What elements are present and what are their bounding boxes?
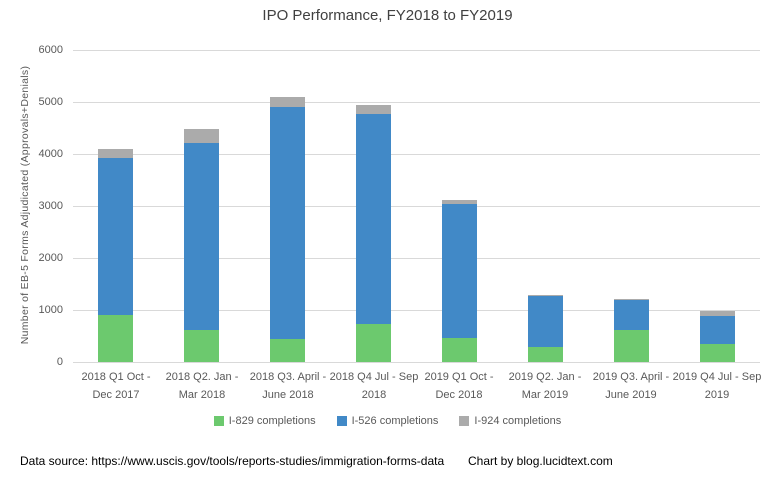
gridline-3000 xyxy=(73,206,760,207)
x-tick-label-line: Mar 2019 xyxy=(521,389,569,401)
data-source-text: Data source: https://www.uscis.gov/tools… xyxy=(20,454,445,468)
x-tick-label-cat3: 2018 Q4 Jul - Sep 2018 xyxy=(316,368,432,404)
bar-segment-I-526-cat0 xyxy=(98,158,133,315)
gridline-2000 xyxy=(73,258,760,259)
x-tick-label-line: 2018 Q2. Jan - xyxy=(165,371,239,383)
bar-segment-I-526-cat1 xyxy=(184,143,219,330)
x-tick-label-cat5: 2019 Q2. Jan - Mar 2019 xyxy=(487,368,603,404)
bar-segment-I-829-cat6 xyxy=(614,330,649,362)
bar-segment-I-526-cat5 xyxy=(528,296,563,347)
legend-item-I-924: I-924 completions xyxy=(459,415,561,427)
legend-swatch-icon xyxy=(336,416,347,426)
x-tick-label-cat0: 2018 Q1 Oct - Dec 2017 xyxy=(58,368,174,404)
y-tick-label-3000: 3000 xyxy=(38,200,63,212)
bar-segment-I-829-cat0 xyxy=(98,315,133,362)
bar-segment-I-829-cat3 xyxy=(356,324,391,362)
x-tick-label-line: June 2019 xyxy=(605,389,657,401)
bar-segment-I-829-cat5 xyxy=(528,347,563,362)
bar-segment-I-526-cat2 xyxy=(270,107,305,339)
x-tick-label-line: 2018 Q4 Jul - Sep xyxy=(329,371,419,383)
bar-segment-I-526-cat6 xyxy=(614,300,649,330)
x-tick-label-line: 2019 Q1 Oct - xyxy=(424,371,494,383)
x-tick-label-line: 2018 Q1 Oct - xyxy=(81,371,151,383)
bar-segment-I-526-cat3 xyxy=(356,114,391,324)
x-tick-label-cat4: 2019 Q1 Oct - Dec 2018 xyxy=(401,368,517,404)
gridline-0 xyxy=(73,362,760,363)
bar-segment-I-924-cat3 xyxy=(356,105,391,114)
x-tick-label-line: Mar 2018 xyxy=(178,389,226,401)
gridline-5000 xyxy=(73,102,760,103)
y-tick-label-5000: 5000 xyxy=(38,96,63,108)
y-tick-label-4000: 4000 xyxy=(38,148,63,160)
bar-segment-I-526-cat7 xyxy=(700,316,735,344)
legend-item-I-829: I-829 completions xyxy=(213,415,316,427)
bar-segment-I-829-cat4 xyxy=(442,338,477,362)
x-tick-label-line: 2018 Q3. April - xyxy=(249,371,327,383)
gridline-1000 xyxy=(73,310,760,311)
bar-segment-I-924-cat5 xyxy=(528,295,563,296)
y-tick-label-6000: 6000 xyxy=(38,44,63,56)
y-tick-label-2000: 2000 xyxy=(38,252,63,264)
y-tick-label-1000: 1000 xyxy=(38,304,63,316)
bar-segment-I-924-cat1 xyxy=(184,129,219,143)
x-tick-label-line: June 2018 xyxy=(262,389,314,401)
y-tick-label-0: 0 xyxy=(56,356,63,368)
gridline-4000 xyxy=(73,154,760,155)
x-tick-label-cat6: 2019 Q3. April - June 2019 xyxy=(573,368,689,404)
legend-swatch-icon xyxy=(213,416,224,426)
legend-item-I-526: I-526 completions xyxy=(336,415,439,427)
gridline-6000 xyxy=(73,50,760,51)
x-tick-label-line: 2019 xyxy=(704,389,730,401)
bar-segment-I-829-cat2 xyxy=(270,339,305,362)
x-tick-label-line: Dec 2017 xyxy=(92,389,140,401)
chart-title: IPO Performance, FY2018 to FY2019 xyxy=(262,7,513,24)
bar-segment-I-924-cat0 xyxy=(98,149,133,158)
legend-label: I-526 completions xyxy=(351,415,439,427)
legend-swatch-icon xyxy=(459,416,470,426)
x-tick-label-cat1: 2018 Q2. Jan - Mar 2018 xyxy=(144,368,260,404)
bar-segment-I-924-cat6 xyxy=(614,299,649,300)
x-tick-label-line: 2019 Q4 Jul - Sep xyxy=(672,371,762,383)
legend-label: I-924 completions xyxy=(474,415,562,427)
legend-label: I-829 completions xyxy=(228,415,316,427)
bar-segment-I-526-cat4 xyxy=(442,204,477,338)
bar-segment-I-829-cat1 xyxy=(184,330,219,362)
x-tick-label-cat2: 2018 Q3. April - June 2018 xyxy=(230,368,346,404)
bar-segment-I-924-cat2 xyxy=(270,97,305,107)
bar-segment-I-924-cat7 xyxy=(700,311,735,316)
x-tick-label-line: 2018 xyxy=(361,389,387,401)
x-tick-label-cat7: 2019 Q4 Jul - Sep 2019 xyxy=(659,368,775,404)
legend: I-829 completions I-526 completions I-924 … xyxy=(0,415,775,427)
x-tick-label-line: 2019 Q2. Jan - xyxy=(508,371,582,383)
x-tick-label-line: 2019 Q3. April - xyxy=(592,371,670,383)
bar-segment-I-924-cat4 xyxy=(442,200,477,204)
chart-credit-text: Chart by blog.lucidtext.com xyxy=(468,454,613,468)
bar-segment-I-829-cat7 xyxy=(700,344,735,362)
x-tick-label-line: Dec 2018 xyxy=(435,389,483,401)
